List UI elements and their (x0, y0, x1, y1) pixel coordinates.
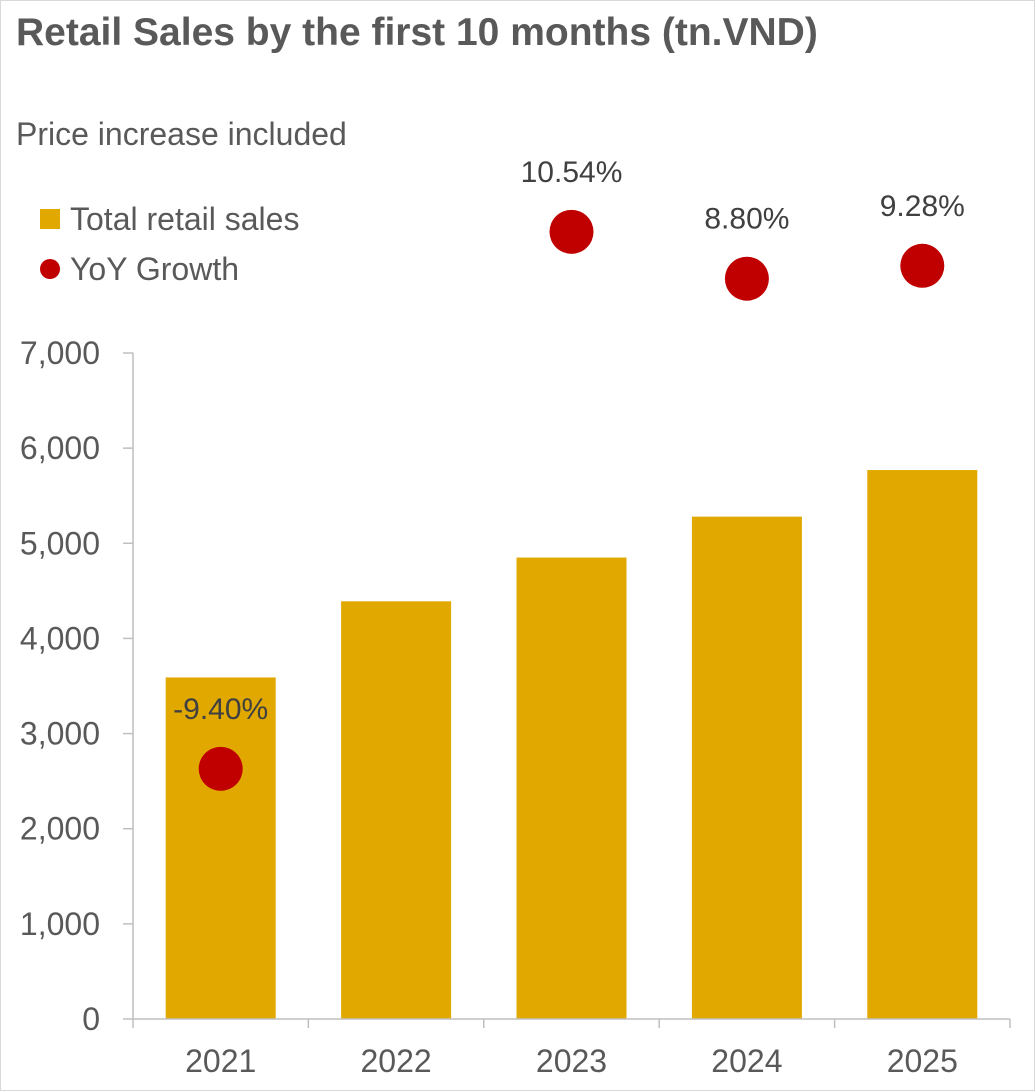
y-tick-label: 6,000 (20, 430, 100, 466)
legend-swatch-dot (40, 259, 60, 279)
growth-label: 8.80% (704, 203, 789, 236)
y-tick-label: 2,000 (20, 811, 100, 847)
legend: Total retail sales YoY Growth (40, 194, 299, 294)
y-tick-label: 0 (82, 1001, 100, 1037)
legend-label-total-retail-sales: Total retail sales (70, 200, 300, 237)
y-tick-label: 5,000 (20, 525, 100, 561)
x-tick-label: 2024 (711, 1043, 782, 1079)
legend-swatch-bar (40, 209, 60, 229)
x-tick-label: 2022 (361, 1043, 432, 1079)
growth-point-2023 (549, 209, 594, 254)
y-tick-label: 7,000 (20, 335, 100, 371)
y-tick-label: 1,000 (20, 906, 100, 942)
growth-point-2024 (724, 256, 769, 301)
x-tick-label: 2021 (185, 1043, 256, 1079)
growth-point-2025 (900, 243, 945, 288)
legend-item-yoy-growth: YoY Growth (40, 244, 299, 294)
legend-item-total-retail-sales: Total retail sales (40, 194, 299, 244)
growth-label: 9.28% (880, 190, 965, 223)
y-tick-label: 4,000 (20, 620, 100, 656)
bar-2021 (165, 677, 276, 1019)
chart-title: Retail Sales by the first 10 months (tn.… (16, 11, 818, 54)
bar-2023 (516, 557, 627, 1019)
y-tick-label: 3,000 (20, 716, 100, 752)
bar-2022 (341, 601, 452, 1019)
bar-2024 (691, 516, 802, 1019)
growth-point-2021 (198, 746, 243, 791)
growth-label: -9.40% (173, 693, 268, 726)
x-tick-label: 2025 (887, 1043, 958, 1079)
legend-label-yoy-growth: YoY Growth (70, 250, 239, 287)
x-tick-label: 2023 (536, 1043, 607, 1079)
bar-2025 (867, 470, 978, 1019)
growth-label: 10.54% (521, 156, 623, 189)
chart-subtitle: Price increase included (16, 116, 347, 152)
